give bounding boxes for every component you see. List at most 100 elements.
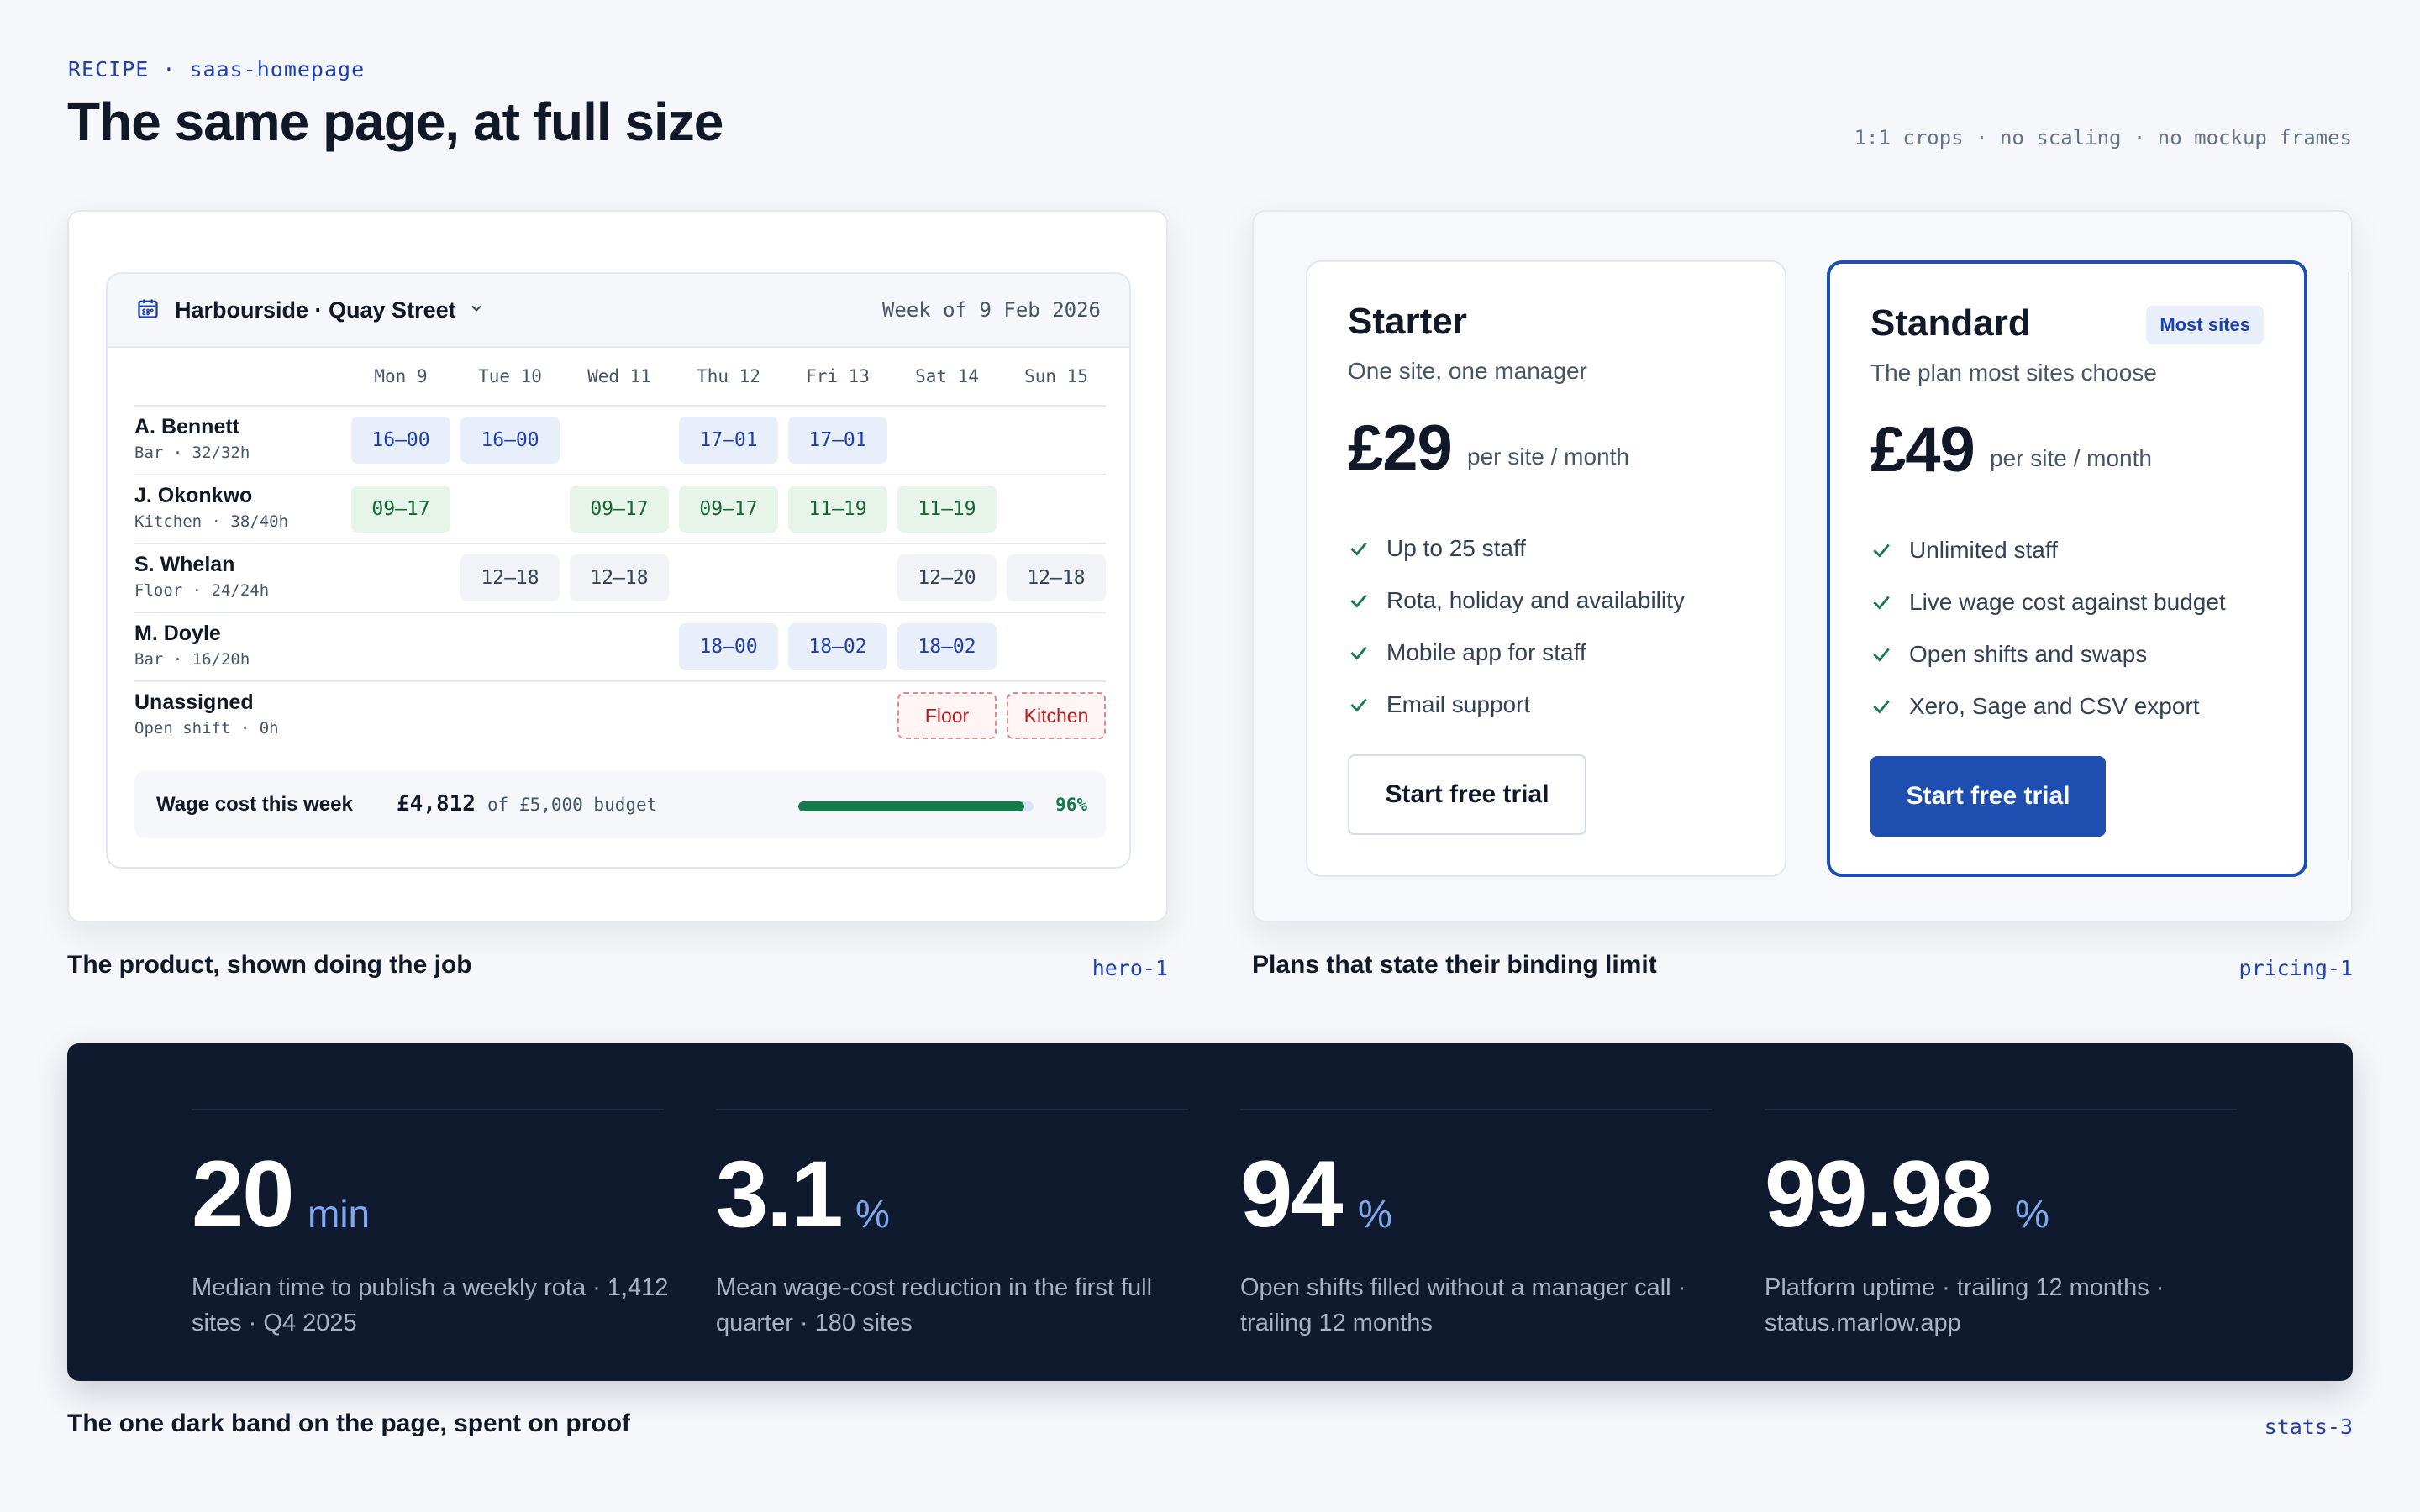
start-trial-button-standard[interactable]: Start free trial [1870,756,2106,837]
stat-unit: % [2015,1192,2049,1236]
rota-row: J. Okonkwo Kitchen · 38/40h 09–17 09–17 … [134,474,1106,543]
plan-card-starter: Starter One site, one manager £29 per si… [1306,260,1786,877]
shift-cell[interactable]: 18–00 [679,623,778,670]
check-icon [1350,646,1367,660]
stats-caption: The one dark band on the page, spent on … [67,1410,631,1437]
pricing-caption: Plans that state their binding limit [1252,951,1657,979]
plan-period: per site / month [1467,444,1629,470]
check-icon [1873,596,1890,610]
shift-cell[interactable]: 16–00 [460,417,560,464]
rota-header: Harbourside · Quay Street Week of 9 Feb … [108,274,1129,348]
stat-item: 20 min Median time to publish a weekly r… [192,1109,668,1336]
rota-row: M. Doyle Bar · 16/20h 18–00 18–02 18–02 [134,612,1106,680]
wage-amount: £4,812 [397,791,476,816]
most-sites-badge: Most sites [2146,306,2264,344]
day-header: Sun 15 [1024,366,1088,386]
shift-cell[interactable]: 12–18 [460,554,560,601]
stats-tag: stats-3 [2264,1415,2353,1439]
shift-cell[interactable]: 09–17 [351,486,450,533]
stat-description: Open shifts filled without a manager cal… [1240,1274,1686,1336]
shift-cell[interactable]: 11–19 [897,486,997,533]
staff-name: S. Whelan [134,553,235,576]
recipe-eyebrow: RECIPE · saas-homepage [68,57,366,81]
plan-price: £29 [1348,412,1453,484]
check-icon [1873,700,1890,714]
pricing-tag: pricing-1 [2238,956,2353,980]
week-label: Week of 9 Feb 2026 [881,298,1101,322]
feature-item: Rota, holiday and availability [1348,575,1685,627]
wage-budget: of £5,000 budget [487,795,658,815]
page-title: The same page, at full size [67,92,723,152]
feature-item: Open shifts and swaps [1870,628,2226,680]
shift-cell[interactable]: 18–02 [897,623,997,670]
page-meta: 1:1 crops · no scaling · no mockup frame… [1854,126,2352,150]
shift-cell[interactable]: 11–19 [788,486,887,533]
stat-value: 99.98 [1765,1142,1993,1247]
open-shift-cell[interactable]: Kitchen [1007,692,1106,739]
wage-progress-track [798,801,1034,811]
day-header-row: Mon 9 Tue 10 Wed 11 Thu 12 Fri 13 Sat 14… [346,366,1111,386]
plan-price: £49 [1870,414,1975,486]
wage-percent: 96% [1055,795,1087,815]
shift-cell[interactable]: 09–17 [570,486,669,533]
shift-cell[interactable]: 12–18 [1007,554,1106,601]
stat-description: Platform uptime · trailing 12 months · s… [1765,1274,2165,1336]
staff-role: Bar · 16/20h [134,650,250,669]
feature-item: Unlimited staff [1870,524,2226,576]
stat-unit: min [308,1192,371,1236]
day-header: Fri 13 [806,366,870,386]
site-selector[interactable]: Harbourside · Quay Street [175,297,456,323]
check-icon [1873,648,1890,662]
hero-tag: hero-1 [1092,956,1168,980]
rota-row: A. Bennett Bar · 32/32h 16–00 16–00 17–0… [134,405,1106,474]
staff-role: Kitchen · 38/40h [134,512,289,531]
shift-cell[interactable]: 17–01 [679,417,778,464]
feature-item: Live wage cost against budget [1870,576,2226,628]
shift-cell[interactable]: 18–02 [788,623,887,670]
shift-cell[interactable]: 12–20 [897,554,997,601]
check-icon [1350,594,1367,608]
check-icon [1350,542,1367,556]
open-shift-cell[interactable]: Floor [897,692,997,739]
shift-cell[interactable]: 16–00 [351,417,450,464]
feature-item: Up to 25 staff [1348,522,1685,575]
hero-caption: The product, shown doing the job [67,951,472,979]
day-header: Sat 14 [915,366,979,386]
feature-list: Unlimited staff Live wage cost against b… [1870,524,2226,732]
plan-name: Standard [1870,302,2031,344]
pricing-panel: Starter One site, one manager £29 per si… [1252,210,2353,922]
staff-role: Bar · 32/32h [134,444,250,462]
day-header: Mon 9 [374,366,428,386]
staff-role: Floor · 24/24h [134,581,270,600]
staff-role: Open shift · 0h [134,719,279,738]
stat-value: 3.1 [716,1142,844,1247]
feature-item: Xero, Sage and CSV export [1870,680,2226,732]
stat-value: 20 [192,1142,295,1247]
rota-row-unassigned: Unassigned Open shift · 0h Floor Kitchen [134,680,1106,749]
shift-cell[interactable]: 09–17 [679,486,778,533]
next-plan-edge [2348,272,2351,860]
day-header: Thu 12 [697,366,760,386]
day-header: Tue 10 [478,366,542,386]
wage-summary: Wage cost this week £4,812 of £5,000 bud… [134,771,1106,838]
plan-card-standard: Standard Most sites The plan most sites … [1827,260,2307,877]
wage-progress-fill [798,801,1024,811]
staff-name: M. Doyle [134,622,221,645]
plan-period: per site / month [1990,445,2152,471]
plan-name: Starter [1348,301,1467,342]
hero-panel: Harbourside · Quay Street Week of 9 Feb … [67,210,1168,922]
staff-name: A. Bennett [134,415,239,438]
stat-item: 3.1 % Mean wage-cost reduction in the fi… [716,1109,1188,1336]
feature-item: Mobile app for staff [1348,627,1685,679]
stat-item: 94 % Open shifts filled without a manage… [1240,1109,1712,1336]
start-trial-button-starter[interactable]: Start free trial [1348,754,1586,835]
plan-description: The plan most sites choose [1870,360,2157,386]
stat-unit: % [855,1192,890,1236]
calendar-icon [136,297,160,324]
shift-cell[interactable]: 12–18 [570,554,669,601]
stat-value: 94 [1240,1142,1344,1247]
shift-cell[interactable]: 17–01 [788,417,887,464]
check-icon [1873,543,1890,558]
chevron-down-icon[interactable] [468,300,485,321]
staff-name: J. Okonkwo [134,484,253,507]
